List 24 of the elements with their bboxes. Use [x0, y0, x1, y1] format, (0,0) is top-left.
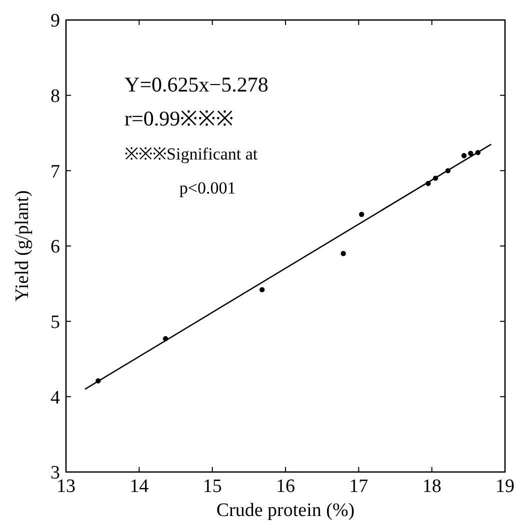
annotation: r=0.99※※※: [124, 106, 234, 130]
x-tick-label: 18: [422, 476, 442, 497]
x-tick-label: 14: [130, 476, 150, 497]
annotation: ※※※Significant at: [124, 144, 258, 164]
y-tick-label: 7: [50, 161, 60, 182]
y-tick-label: 9: [50, 10, 60, 32]
annotation: p<0.001: [179, 178, 236, 198]
point: [468, 150, 474, 156]
y-tick-label: 3: [50, 462, 60, 484]
x-tick-label: 16: [276, 476, 295, 497]
point: [259, 287, 265, 292]
y-tick-label: 6: [50, 236, 60, 258]
x-tick-label: 15: [202, 476, 222, 497]
x-axis-title: Crude protein (%): [216, 500, 355, 521]
y-tick-label: 8: [50, 86, 60, 107]
y-tick-label: 5: [50, 312, 60, 333]
x-tick-label: 19: [496, 476, 514, 497]
y-axis-title: Yield (g/plant): [12, 190, 33, 302]
y-tick-label: 4: [50, 387, 60, 408]
point: [358, 212, 364, 217]
point: [340, 250, 346, 256]
annotation: Y=0.625x−5.278: [124, 72, 268, 97]
point: [461, 153, 467, 158]
x-tick-label: 17: [349, 476, 368, 497]
